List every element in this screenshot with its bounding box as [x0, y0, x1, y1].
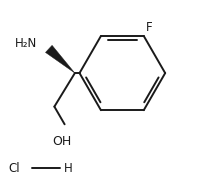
- Polygon shape: [45, 45, 75, 73]
- Text: H₂N: H₂N: [14, 37, 37, 50]
- Text: Cl: Cl: [8, 162, 20, 175]
- Text: OH: OH: [52, 135, 71, 148]
- Text: F: F: [146, 21, 152, 34]
- Text: H: H: [64, 162, 72, 175]
